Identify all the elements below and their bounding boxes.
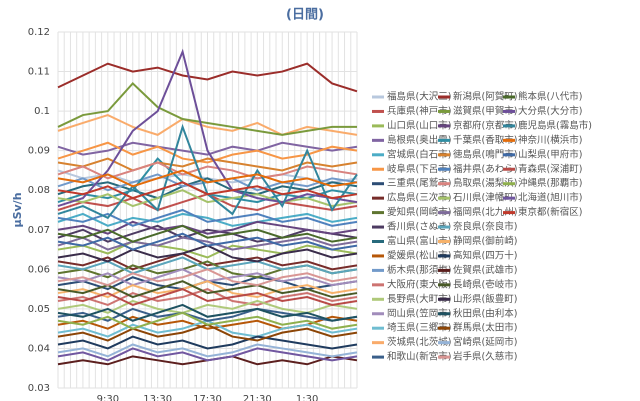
legend-label: 山形県(飯豊町) — [453, 293, 517, 305]
legend-label: 三重県(尾鷲市) — [387, 177, 451, 189]
legend-label: 秋田県(由利本) — [453, 307, 517, 319]
legend-label: 鳥取県(湯梨浜) — [453, 177, 517, 189]
legend-label: 富山県(富山市) — [387, 235, 451, 247]
legend-label: 島根県(奥出雲) — [387, 134, 451, 146]
series-line — [57, 252, 358, 271]
series-line — [57, 181, 358, 200]
chart-title: (日間) — [286, 8, 324, 23]
legend-label: 新潟県(阿賀町) — [453, 91, 517, 103]
legend-label: 東京都(新宿区) — [518, 206, 582, 218]
series-line — [57, 343, 358, 358]
legend-label: 宮城県(白石市) — [387, 148, 451, 160]
series-line — [57, 189, 358, 208]
series-line — [57, 224, 358, 243]
legend-label: 長野県(大町市) — [387, 293, 451, 305]
legend-label: 愛知県(岡崎市) — [387, 206, 451, 218]
series-line — [57, 268, 358, 287]
legend-label: 香川県(さぬき) — [387, 222, 451, 233]
series-line — [57, 220, 358, 235]
series-line — [57, 48, 358, 207]
y-tick-label: 0.06 — [28, 264, 50, 275]
legend-label: 熊本県(八代市) — [518, 91, 582, 103]
legend-label: 愛媛県(松山市) — [387, 249, 451, 261]
legend-label: 神奈川(横浜市) — [518, 134, 582, 146]
legend-label: 奈良県(奈良市) — [453, 221, 517, 233]
legend-label: 石川県(津幡町) — [453, 192, 517, 204]
legend-label: 鹿児島県(霧島市) — [518, 119, 592, 131]
series-line — [57, 113, 358, 136]
y-tick-label: 0.11 — [28, 67, 50, 78]
series-line — [57, 141, 358, 164]
series-line — [57, 212, 358, 227]
legend-label: 青森県(深浦町) — [518, 163, 582, 175]
series-line — [57, 303, 358, 322]
y-tick-label: 0.1 — [34, 106, 50, 117]
legend-label: 岩手県(久慈市) — [453, 351, 517, 363]
legend-label: 福井県(あわら) — [453, 163, 517, 175]
y-tick-label: 0.03 — [28, 383, 50, 394]
legend-label: 長崎県(壱岐市) — [453, 278, 517, 290]
legend-label: 栃木県(那須塩) — [387, 264, 451, 276]
legend-label: 岐阜県(下呂市) — [387, 163, 451, 175]
y-axis-label: μSv/h — [11, 192, 24, 227]
series-line — [57, 347, 358, 362]
y-tick-label: 0.04 — [28, 343, 50, 354]
legend-label: 山梨県(甲府市) — [518, 148, 582, 160]
series-line — [57, 311, 358, 330]
legend-label: 千葉県(香取市) — [453, 134, 517, 146]
legend-label: 福島県(大沢三) — [387, 91, 451, 103]
series-line — [57, 208, 358, 227]
legend-label: 福岡県(北九州) — [453, 206, 517, 218]
legend-label: 広島県(三次市) — [387, 192, 451, 204]
legend-label: 滋賀県(甲賀市) — [453, 105, 517, 117]
series-line — [57, 62, 358, 93]
legend-label: 北海道(旭川市) — [518, 192, 582, 204]
series-line — [57, 157, 358, 172]
y-tick-label: 0.12 — [28, 27, 50, 38]
series-line — [57, 288, 358, 307]
series-line — [57, 81, 357, 136]
legend-label: 茨城県(北茨城) — [387, 336, 451, 348]
legend-label: 高知県(四万十) — [453, 249, 517, 261]
legend-label: 兵庫県(神戸市) — [387, 105, 451, 117]
series-line — [57, 232, 358, 251]
legend-label: 沖縄県(那覇市) — [518, 177, 582, 189]
legend-label: 京都府(京都市) — [453, 119, 517, 131]
x-tick-label: 1:30 — [296, 394, 318, 401]
legend-label: 徳島県(鳴門市) — [453, 148, 517, 160]
series-line — [57, 236, 358, 251]
legend-label: 大阪府(東大阪) — [387, 278, 451, 290]
series-line — [57, 288, 358, 307]
legend-label: 和歌山(新宮市) — [387, 351, 451, 363]
legend-label: 大分県(大分市) — [518, 105, 582, 117]
legend-label: 佐賀県(武雄市) — [453, 264, 517, 276]
legend-label: 埼玉県(三郷市) — [387, 322, 451, 334]
series-line — [57, 307, 358, 322]
legend-label: 岡山県(笠岡市) — [387, 307, 451, 319]
x-tick-label: 17:30 — [193, 394, 222, 401]
legend-label: 群馬県(太田市) — [453, 322, 517, 334]
y-tick-label: 0.07 — [28, 225, 50, 236]
series-line — [57, 169, 358, 188]
y-tick-label: 0.08 — [28, 185, 50, 196]
legend-label: 静岡県(御前崎) — [453, 235, 517, 247]
legend-label: 山口県(山口市) — [387, 119, 451, 131]
series-line — [57, 240, 358, 259]
x-tick-label: 21:30 — [243, 394, 272, 401]
y-tick-label: 0.05 — [28, 304, 50, 315]
series-line — [57, 161, 358, 180]
y-tick-label: 0.09 — [28, 146, 50, 157]
series-line — [57, 141, 358, 156]
legend-label: 宮崎県(延岡市) — [453, 336, 517, 348]
x-tick-label: 9:30 — [97, 394, 119, 401]
series-line — [57, 280, 358, 299]
series-line — [57, 335, 358, 350]
x-tick-label: 13:30 — [143, 394, 172, 401]
